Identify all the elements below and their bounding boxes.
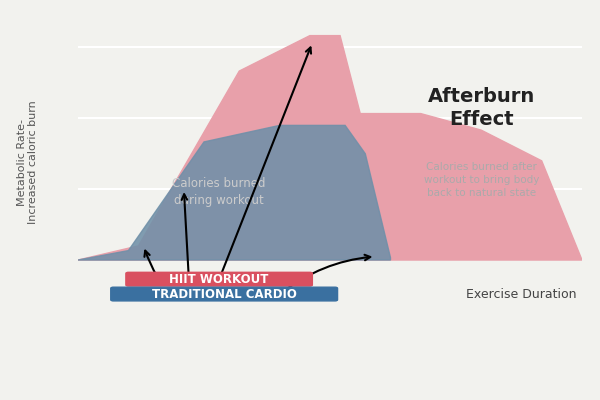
Polygon shape <box>78 36 582 260</box>
FancyBboxPatch shape <box>111 287 338 301</box>
Text: HIIT WORKOUT: HIIT WORKOUT <box>169 273 269 286</box>
Text: Calories burned after
workout to bring body
back to natural state: Calories burned after workout to bring b… <box>424 162 539 198</box>
Text: Calories burned
during workout: Calories burned during workout <box>172 177 266 207</box>
Text: Exercise Duration: Exercise Duration <box>466 288 577 302</box>
Text: Afterburn
Effect: Afterburn Effect <box>428 87 535 129</box>
Text: TRADITIONAL CARDIO: TRADITIONAL CARDIO <box>152 288 296 300</box>
Polygon shape <box>78 125 391 260</box>
FancyBboxPatch shape <box>126 272 313 286</box>
Text: Metabolic Rate-
Increased caloric burn: Metabolic Rate- Increased caloric burn <box>17 100 38 224</box>
